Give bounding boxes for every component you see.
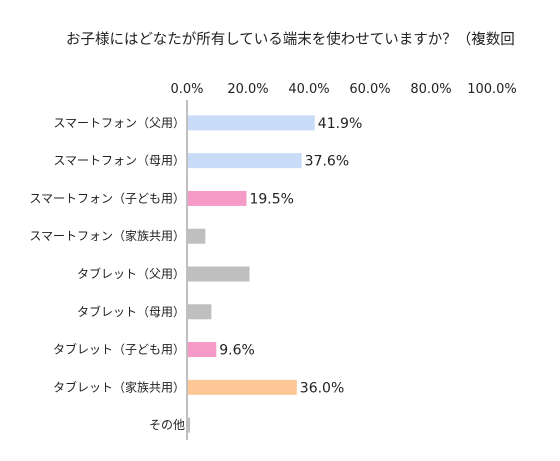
category-label: タブレット（子ども用）	[53, 342, 185, 357]
bar	[188, 379, 297, 395]
data-label: 37.6%	[305, 154, 349, 170]
x-axis-ticks: 0.0% 20.0% 40.0% 60.0% 80.0% 100.0%	[170, 82, 516, 97]
bar	[188, 115, 315, 131]
category-labels: スマートフォン（父用） スマートフォン（母用） スマートフォン（子ども用） スマートフ…	[29, 116, 185, 432]
x-tick-label: 20.0%	[227, 82, 268, 97]
category-label: スマートフォン（家族共用）	[29, 228, 185, 243]
bar	[188, 417, 191, 433]
bar	[188, 342, 217, 358]
bar	[188, 304, 212, 320]
category-label: タブレット（家族共用）	[53, 379, 185, 394]
data-label: 9.6%	[219, 343, 255, 359]
data-labels: 41.9% 37.6% 19.5% 9.6% 36.0%	[219, 116, 362, 396]
chart-title: お子様にはどなたが所有している端末を使わせていますか？（複数回	[66, 31, 515, 48]
bars	[188, 115, 315, 433]
bar	[188, 190, 247, 206]
data-label: 19.5%	[249, 191, 293, 207]
bar	[188, 153, 302, 169]
category-label: その他	[149, 418, 185, 432]
x-tick-label: 100.0%	[467, 82, 517, 97]
category-label: タブレット（父用）	[77, 266, 185, 281]
category-label: スマートフォン（子ども用）	[29, 191, 185, 205]
category-label: スマートフォン（父用）	[53, 116, 185, 130]
x-tick-label: 80.0%	[410, 82, 451, 97]
bar	[188, 228, 206, 244]
category-label: スマートフォン（母用）	[53, 154, 185, 168]
x-tick-label: 0.0%	[170, 82, 203, 97]
category-label: タブレット（母用）	[77, 304, 185, 319]
bar	[188, 266, 250, 282]
x-tick-label: 40.0%	[288, 82, 329, 97]
data-label: 36.0%	[300, 380, 344, 396]
x-tick-label: 60.0%	[349, 82, 390, 97]
data-label: 41.9%	[318, 116, 362, 132]
